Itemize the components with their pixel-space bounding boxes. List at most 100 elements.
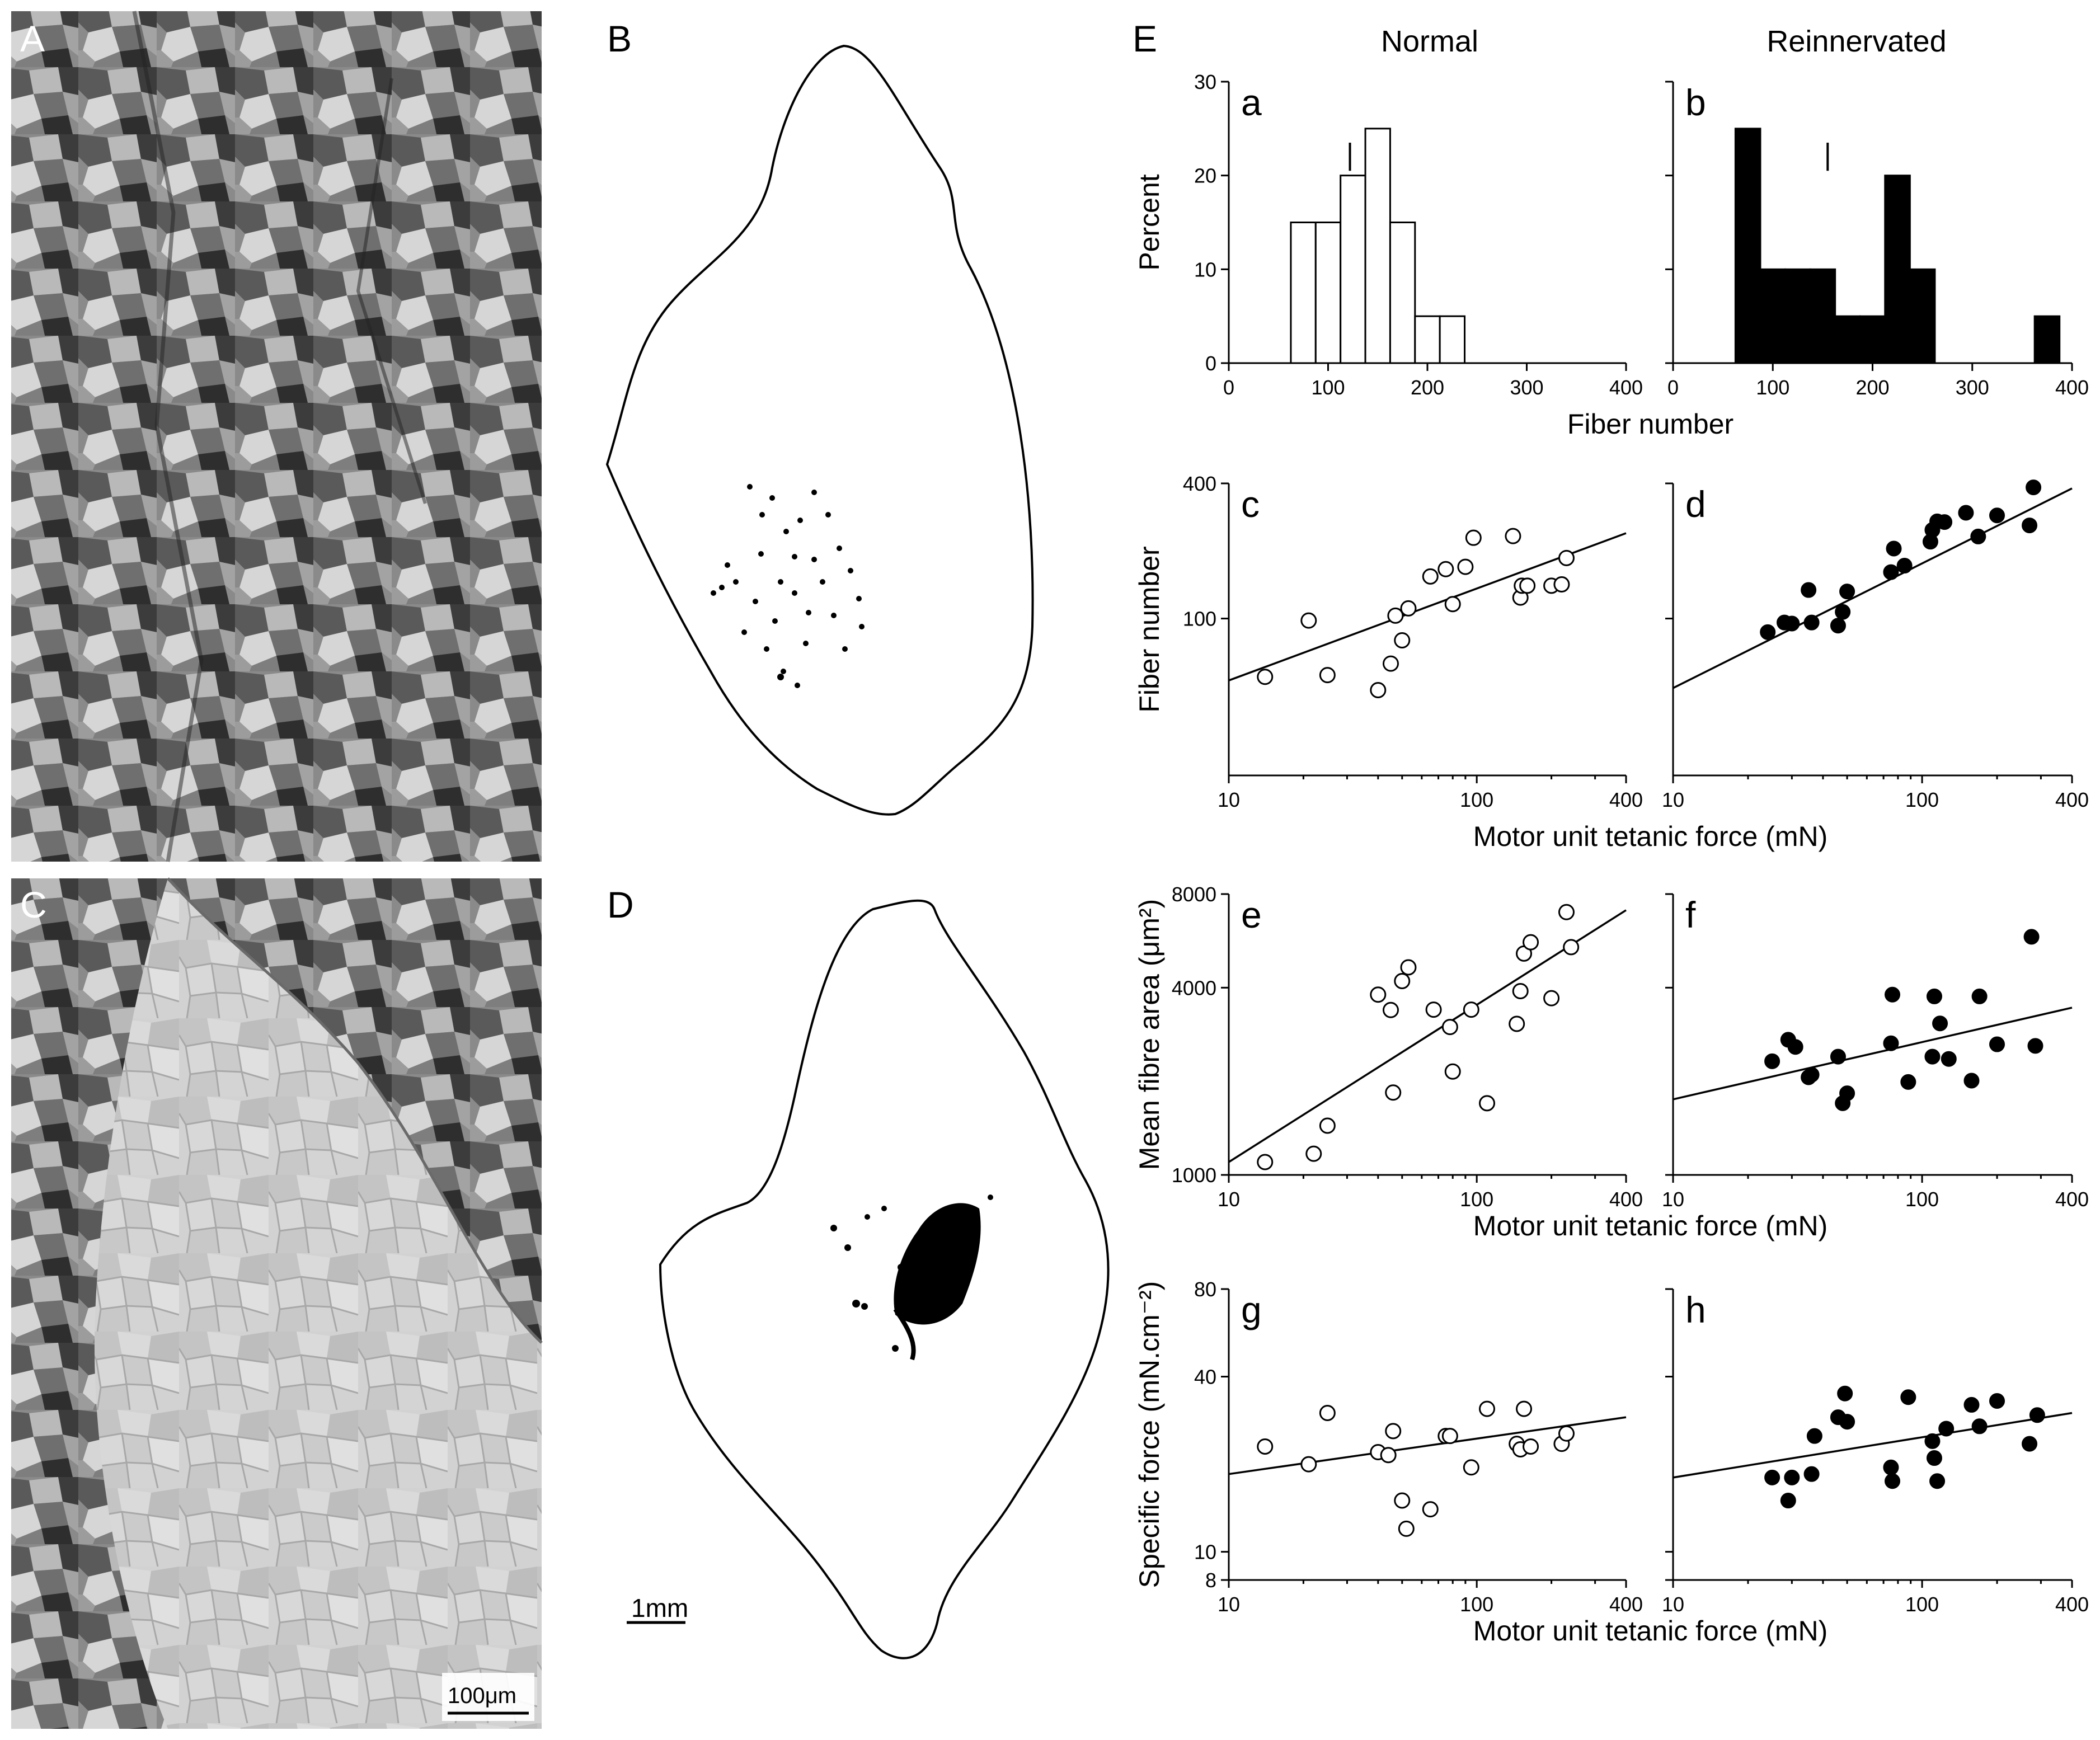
y-tick-label-a: 30	[1194, 70, 1216, 93]
x-tick-label-b: 100	[1756, 376, 1789, 399]
data-point-c	[1257, 669, 1274, 685]
histogram-bar-b	[1834, 315, 1861, 364]
data-point-e	[1441, 1019, 1458, 1036]
histogram-bar-a	[1389, 222, 1416, 364]
plot-label-c: c	[1241, 483, 1260, 525]
data-point-e	[1509, 1015, 1525, 1032]
plot-label-h: h	[1685, 1289, 1706, 1330]
plot-label-a: a	[1241, 82, 1262, 123]
data-point-h	[1900, 1389, 1916, 1405]
data-point-f	[1900, 1074, 1916, 1090]
data-point-f	[1963, 1073, 1980, 1089]
data-point-e	[1385, 1084, 1402, 1101]
data-point-c	[1319, 667, 1336, 684]
data-point-d	[1937, 514, 1953, 530]
y-tick-label-g: 80	[1194, 1278, 1216, 1301]
histogram-bar-b	[1809, 268, 1836, 364]
micrograph-reinnervated: 100μm	[11, 877, 543, 1729]
plot-label-g: g	[1241, 1289, 1262, 1330]
x-tick-label-c: 100	[1460, 788, 1493, 811]
y-axis-title-specific-force: Specific force (mN.cm⁻²)	[1134, 1281, 1165, 1588]
histogram-bar-a	[1364, 128, 1391, 364]
data-point-g	[1385, 1423, 1402, 1440]
data-point-g	[1380, 1447, 1397, 1464]
data-point-f	[1883, 1035, 1899, 1051]
data-point-c	[1300, 612, 1317, 629]
data-point-d	[1784, 615, 1800, 632]
regression-line-e	[1228, 909, 1627, 1163]
data-point-c	[1394, 632, 1411, 648]
data-point-g	[1558, 1425, 1575, 1442]
x-tick-label-b: 400	[2055, 376, 2089, 399]
plot-label-e: e	[1241, 894, 1262, 935]
data-point-h	[1938, 1421, 1955, 1437]
y-axis-title-fiber-number: Fiber number	[1134, 546, 1165, 712]
data-point-h	[1926, 1450, 1942, 1466]
data-point-d	[2022, 518, 2038, 534]
y-axis-title-percent: Percent	[1134, 174, 1165, 270]
data-point-c	[1465, 529, 1482, 546]
data-point-h	[1806, 1428, 1822, 1444]
x-tick-label-f: 10	[1662, 1188, 1684, 1211]
y-tick-label-e: 8000	[1172, 883, 1216, 906]
data-point-e	[1257, 1154, 1274, 1170]
x-tick-label-b: 200	[1855, 376, 1889, 399]
data-point-g	[1516, 1400, 1533, 1417]
x-tick-label-g: 400	[1609, 1593, 1643, 1616]
x-tick-label-a: 300	[1510, 376, 1543, 399]
data-point-c	[1457, 558, 1474, 575]
data-point-d	[1886, 540, 1902, 557]
data-point-d	[1839, 584, 1855, 600]
muscle-outline-normal	[605, 44, 1034, 816]
x-tick-label-g: 10	[1218, 1593, 1240, 1616]
data-point-f	[1971, 988, 1988, 1004]
histogram-bar-a	[1314, 222, 1342, 364]
regression-line-g	[1228, 1416, 1627, 1475]
x-tick-label-a: 0	[1223, 376, 1234, 399]
data-point-c	[1370, 681, 1387, 698]
panel-label-b: B	[607, 18, 632, 59]
x-tick-label-h: 10	[1662, 1593, 1684, 1616]
histogram-bar-b	[1884, 175, 1911, 364]
x-tick-label-h: 400	[2055, 1593, 2089, 1616]
data-point-h	[1885, 1473, 1901, 1489]
data-point-e	[1512, 982, 1529, 999]
x-axis-title-fiber-number: Motor unit tetanic force (mN)	[1473, 821, 1828, 852]
data-point-e	[1444, 1063, 1461, 1080]
data-point-f	[1924, 1048, 1941, 1065]
data-point-e	[1463, 1001, 1479, 1018]
y-tick-label-c: 100	[1183, 608, 1216, 631]
regression-line-d	[1673, 487, 2073, 689]
y-tick-label-g: 10	[1194, 1541, 1216, 1564]
x-axis-title-specific-force: Motor unit tetanic force (mN)	[1473, 1615, 1828, 1647]
data-point-h	[1924, 1433, 1941, 1449]
unit-territory-normal	[711, 484, 865, 688]
data-point-h	[2022, 1436, 2038, 1452]
data-point-d	[1803, 614, 1820, 631]
panel-label-c: C	[20, 884, 47, 925]
y-tick-label-e: 1000	[1172, 1164, 1216, 1187]
x-tick-label-c: 10	[1218, 788, 1240, 811]
data-point-g	[1257, 1438, 1274, 1455]
histogram-bar-b	[1784, 268, 1811, 364]
x-tick-label-a: 400	[1609, 376, 1643, 399]
data-point-f	[1932, 1015, 1948, 1032]
data-point-d	[2026, 479, 2042, 496]
plot-c: c 10 100 400 100 400	[1183, 472, 1643, 811]
data-point-h	[1971, 1418, 1988, 1435]
data-point-h	[1764, 1469, 1780, 1485]
muscle-outline-reinnervated	[659, 899, 1110, 1659]
data-point-e	[1425, 1001, 1442, 1018]
data-point-f	[1830, 1048, 1846, 1065]
x-tick-label-e: 10	[1218, 1188, 1240, 1211]
data-point-f	[2023, 929, 2040, 945]
data-point-c	[1422, 568, 1439, 585]
data-point-e	[1523, 934, 1539, 951]
data-point-f	[1787, 1039, 1803, 1055]
data-point-d	[1896, 558, 1913, 574]
data-point-e	[1543, 990, 1560, 1007]
data-point-d	[1801, 582, 1817, 598]
data-point-h	[1784, 1469, 1800, 1485]
